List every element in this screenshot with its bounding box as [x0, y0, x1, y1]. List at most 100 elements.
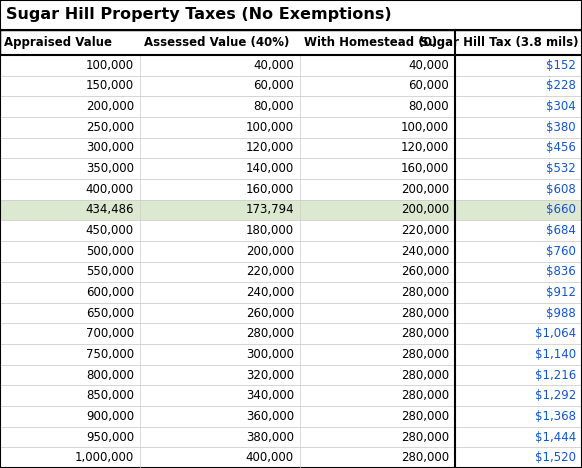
Text: 750,000: 750,000	[86, 348, 134, 361]
Text: 1,000,000: 1,000,000	[74, 451, 134, 464]
Bar	[0, 0, 582, 30]
Text: 280,000: 280,000	[401, 307, 449, 320]
Text: $1,444: $1,444	[535, 431, 576, 444]
Text: 950,000: 950,000	[86, 431, 134, 444]
Text: 173,794: 173,794	[246, 204, 294, 216]
Bar	[0, 199, 582, 220]
Text: 280,000: 280,000	[401, 348, 449, 361]
Text: 340,000: 340,000	[246, 389, 294, 402]
Text: 380,000: 380,000	[246, 431, 294, 444]
Text: 550,000: 550,000	[86, 265, 134, 278]
Text: 40,000: 40,000	[253, 59, 294, 72]
Text: Appraised Value: Appraised Value	[4, 36, 112, 49]
Text: 200,000: 200,000	[401, 204, 449, 216]
Text: $304: $304	[546, 100, 576, 113]
Text: $660: $660	[546, 204, 576, 216]
Text: $1,520: $1,520	[535, 451, 576, 464]
Bar	[0, 303, 582, 323]
Text: 200,000: 200,000	[86, 100, 134, 113]
Bar	[0, 76, 582, 96]
Text: With Homestead (0): With Homestead (0)	[304, 36, 437, 49]
Bar	[0, 117, 582, 138]
Text: $1,140: $1,140	[535, 348, 576, 361]
Text: 220,000: 220,000	[401, 224, 449, 237]
Bar	[0, 179, 582, 199]
Text: 280,000: 280,000	[401, 451, 449, 464]
Text: 60,000: 60,000	[253, 80, 294, 93]
Bar	[0, 344, 582, 365]
Bar	[0, 55, 582, 76]
Text: 150,000: 150,000	[86, 80, 134, 93]
Bar	[0, 220, 582, 241]
Text: 220,000: 220,000	[246, 265, 294, 278]
Text: 700,000: 700,000	[86, 327, 134, 340]
Text: $532: $532	[546, 162, 576, 175]
Text: 280,000: 280,000	[401, 286, 449, 299]
Text: 120,000: 120,000	[401, 141, 449, 154]
Bar	[0, 447, 582, 468]
Text: Sugar Hill Property Taxes (No Exemptions): Sugar Hill Property Taxes (No Exemptions…	[6, 7, 392, 22]
Text: $152: $152	[546, 59, 576, 72]
Text: $1,368: $1,368	[535, 410, 576, 423]
Text: 800,000: 800,000	[86, 369, 134, 381]
Text: 180,000: 180,000	[246, 224, 294, 237]
Text: 350,000: 350,000	[86, 162, 134, 175]
Text: $608: $608	[546, 183, 576, 196]
Text: $380: $380	[546, 121, 576, 134]
Text: 900,000: 900,000	[86, 410, 134, 423]
Text: 280,000: 280,000	[401, 431, 449, 444]
Text: 280,000: 280,000	[401, 327, 449, 340]
Bar	[0, 427, 582, 447]
Bar	[0, 241, 582, 262]
Bar	[0, 323, 582, 344]
Text: $684: $684	[546, 224, 576, 237]
Text: 240,000: 240,000	[401, 245, 449, 258]
Bar	[0, 30, 582, 55]
Text: 200,000: 200,000	[401, 183, 449, 196]
Text: $1,292: $1,292	[535, 389, 576, 402]
Bar	[0, 158, 582, 179]
Text: 650,000: 650,000	[86, 307, 134, 320]
Text: 160,000: 160,000	[401, 162, 449, 175]
Text: 300,000: 300,000	[246, 348, 294, 361]
Text: 260,000: 260,000	[401, 265, 449, 278]
Bar	[0, 386, 582, 406]
Text: 160,000: 160,000	[246, 183, 294, 196]
Bar	[0, 282, 582, 303]
Text: 850,000: 850,000	[86, 389, 134, 402]
Text: $456: $456	[546, 141, 576, 154]
Text: 240,000: 240,000	[246, 286, 294, 299]
Bar	[0, 96, 582, 117]
Text: 100,000: 100,000	[401, 121, 449, 134]
Text: 400,000: 400,000	[86, 183, 134, 196]
Text: 434,486: 434,486	[86, 204, 134, 216]
Text: 80,000: 80,000	[409, 100, 449, 113]
Text: Assessed Value (40%): Assessed Value (40%)	[144, 36, 289, 49]
Text: 140,000: 140,000	[246, 162, 294, 175]
Text: 280,000: 280,000	[246, 327, 294, 340]
Text: 280,000: 280,000	[401, 369, 449, 381]
Text: 80,000: 80,000	[253, 100, 294, 113]
Text: 600,000: 600,000	[86, 286, 134, 299]
Bar	[0, 365, 582, 386]
Text: $836: $836	[546, 265, 576, 278]
Text: $228: $228	[546, 80, 576, 93]
Text: 40,000: 40,000	[408, 59, 449, 72]
Text: 200,000: 200,000	[246, 245, 294, 258]
Text: 260,000: 260,000	[246, 307, 294, 320]
Text: 450,000: 450,000	[86, 224, 134, 237]
Text: Sugar Hill Tax (3.8 mils): Sugar Hill Tax (3.8 mils)	[420, 36, 578, 49]
Text: 120,000: 120,000	[246, 141, 294, 154]
Text: 250,000: 250,000	[86, 121, 134, 134]
Text: 360,000: 360,000	[246, 410, 294, 423]
Text: $988: $988	[546, 307, 576, 320]
Bar	[0, 262, 582, 282]
Text: 280,000: 280,000	[401, 389, 449, 402]
Text: 320,000: 320,000	[246, 369, 294, 381]
Bar	[0, 138, 582, 158]
Text: 100,000: 100,000	[86, 59, 134, 72]
Text: 280,000: 280,000	[401, 410, 449, 423]
Text: $1,216: $1,216	[535, 369, 576, 381]
Text: 60,000: 60,000	[408, 80, 449, 93]
Text: $760: $760	[546, 245, 576, 258]
